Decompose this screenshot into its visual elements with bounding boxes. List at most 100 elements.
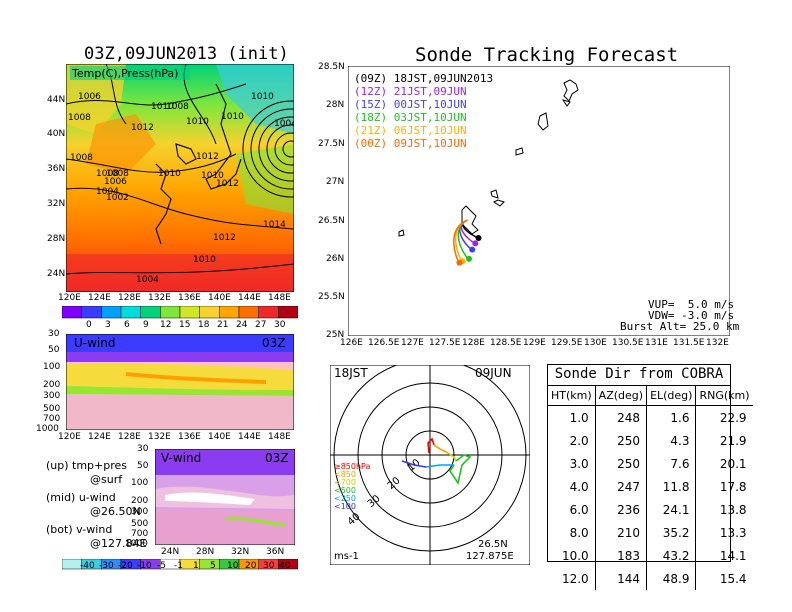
track-legend-item: (00Z) 09JST,10JUN <box>354 137 467 150</box>
isobar-label: 1002 <box>106 193 129 203</box>
table-cell: 1.0 <box>569 410 589 425</box>
table-cell: 12.0 <box>561 571 589 586</box>
track-endpoint <box>456 259 463 266</box>
level-label: <700 <box>334 478 356 487</box>
track-legend-time: 03JST,10JUN <box>393 111 467 124</box>
u-pres-tick: 30 <box>48 329 60 339</box>
tracking-lon-tick: 129E <box>523 338 546 348</box>
track-legend-time: 06JST,10JUN <box>393 124 467 137</box>
tracking-lon-tick: 130.5E <box>612 338 644 348</box>
u-lon-tick: 132E <box>148 432 171 442</box>
hodograph-lon: 127.875E <box>466 551 514 562</box>
u-pres-tick: 700 <box>43 414 61 424</box>
tracking-lon-tick: 131E <box>645 338 668 348</box>
map-lon-tick: 148E <box>268 293 291 303</box>
map-lon-tick: 128E <box>118 293 141 303</box>
level-label: <100 <box>334 502 356 511</box>
table-row: 12.0 144 48.9 15.4 <box>548 567 753 590</box>
v-wind-time: 03Z <box>265 451 289 465</box>
u-lon-tick: 140E <box>208 432 231 442</box>
vdw-text: VDW= -3.0 m/s <box>648 309 735 322</box>
hodograph: 18JST 09JUN 10 20 30 40 ms-1 26.5N 127.8… <box>330 365 530 565</box>
temp-pressure-map: 1006 1008 1010 1010 1008 1012 1010 1010 … <box>66 64 294 292</box>
v-lat-tick: 36N <box>266 547 285 557</box>
tracking-lat-tick: 25.5N <box>318 292 345 302</box>
track-legend-code: (21Z) <box>354 124 388 137</box>
tracking-lat-tick: 26.5N <box>318 216 345 226</box>
table-cell: 11.8 <box>646 475 696 498</box>
tracking-lat-tick: 27.5N <box>318 139 345 149</box>
hodograph-trace <box>401 437 472 486</box>
legend-line: (up) tmp+pres <box>46 459 128 472</box>
track-endpoints <box>456 235 482 266</box>
table-cell: 15.4 <box>695 567 753 590</box>
temp-colorbar-cell <box>101 306 122 319</box>
legend-line: @26.50N <box>90 505 141 518</box>
isobar-label: 1006 <box>78 92 101 102</box>
v-wind-label: V-wind <box>161 451 201 465</box>
sonde-dir-table: HT(km) AZ(deg) EL(deg) RNG(km) 1.0 248 1… <box>548 386 753 590</box>
tracking-lon-tick: 127E <box>401 338 424 348</box>
v-lat-tick: 24N <box>161 547 180 557</box>
table-row: 2.0 250 4.3 21.9 <box>548 429 753 452</box>
table-cell: 248 <box>594 405 647 429</box>
u-lon-tick: 124E <box>88 432 111 442</box>
temp-scale-label: 3 <box>105 320 111 330</box>
table-cell: 13.8 <box>695 498 753 521</box>
isobar-label: 1012 <box>131 123 154 133</box>
legend-line: @127.84E <box>90 537 147 550</box>
level-label: <250 <box>334 494 356 503</box>
temp-colorbar-cell <box>199 306 220 319</box>
level-label: ≥850hPa <box>334 462 371 471</box>
temp-scale-label: 27 <box>255 320 267 330</box>
v-pres-tick: 100 <box>131 478 149 488</box>
track-legend-code: (00Z) <box>354 137 388 150</box>
table-header-row: HT(km) AZ(deg) EL(deg) RNG(km) <box>548 386 753 406</box>
map-lat-tick: 32N <box>47 199 66 209</box>
table-cell: 6.0 <box>569 502 589 517</box>
map-lon-tick: 124E <box>88 293 111 303</box>
v-lat-tick: 28N <box>196 547 215 557</box>
v-pres-tick: 30 <box>137 444 149 454</box>
table-cell: 144 <box>594 567 647 590</box>
table-cell: 21.9 <box>695 429 753 452</box>
isobar-label: 1012 <box>213 233 236 243</box>
map-lon-tick: 120E <box>58 293 81 303</box>
column-header: EL(deg) <box>646 386 696 406</box>
isobar-label: 1008 <box>70 153 93 163</box>
u-pres-tick: 1000 <box>36 424 59 434</box>
u-lon-tick: 128E <box>118 432 141 442</box>
u-lon-tick: 120E <box>58 432 81 442</box>
track-legend-time: 18JST,09JUN2013 <box>393 72 494 85</box>
map-lat-tick: 40N <box>47 129 66 139</box>
isobar-label: 1010 <box>193 255 216 265</box>
wind-scale-label: 5 <box>210 561 216 571</box>
tracking-lon-tick: 126E <box>340 338 363 348</box>
wind-colorbar-cell <box>62 559 82 570</box>
temp-colorbar-cell <box>238 306 259 319</box>
level-label: <500 <box>334 486 356 495</box>
temp-scale-label: 6 <box>124 320 130 330</box>
v-wind-section: V-wind 03Z <box>155 449 295 545</box>
sonde-dir-title: Sonde Dir from COBRA <box>548 365 730 386</box>
isobar-label: 1008 <box>166 102 189 112</box>
table-row: 4.0 247 11.8 17.8 <box>548 475 753 498</box>
isobar-label: 1008 <box>96 169 119 179</box>
track-legend-time: 21JST,09JUN <box>393 85 467 98</box>
table-cell: 43.2 <box>646 544 696 567</box>
hodograph-time: 18JST <box>334 366 368 380</box>
temp-colorbar-cell <box>81 306 102 319</box>
isobar-label: 1004 <box>96 187 119 197</box>
wind-colorbar-cell <box>278 559 298 570</box>
map-lon-tick: 132E <box>148 293 171 303</box>
tracking-lat-tick: 27N <box>326 177 345 187</box>
tracking-lat-tick: 28N <box>326 100 345 110</box>
tracking-lon-tick: 131.5E <box>673 338 705 348</box>
table-cell: 10.0 <box>561 548 589 563</box>
table-cell: 210 <box>594 521 647 544</box>
wind-colorbar <box>62 559 298 570</box>
temp-scale-label: 18 <box>198 320 210 330</box>
temp-scale-label: 15 <box>179 320 191 330</box>
track-legend-code: (18Z) <box>354 111 388 124</box>
track-legend-code: (09Z) <box>354 72 388 85</box>
